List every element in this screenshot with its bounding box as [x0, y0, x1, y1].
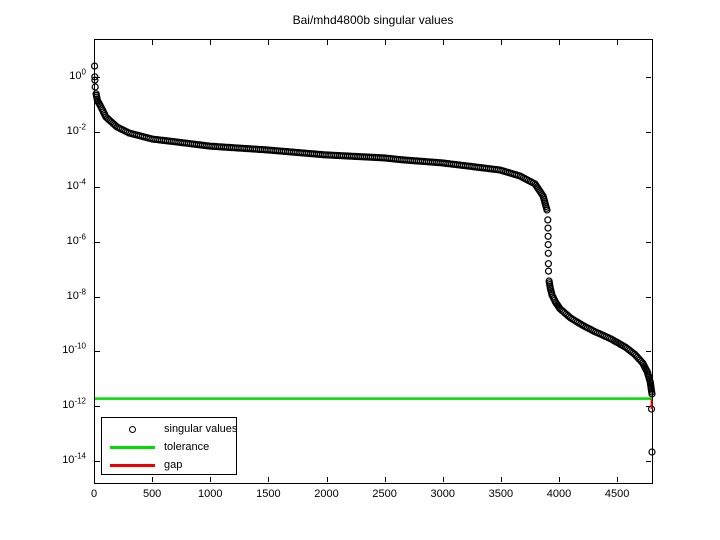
x-tick-label: 1000	[198, 488, 223, 500]
legend-glyph-cell	[107, 425, 158, 433]
legend-label-tolerance: tolerance	[164, 441, 210, 453]
x-tick-label: 3000	[430, 488, 455, 500]
legend-label-singular-values: singular values	[164, 423, 238, 435]
x-tick-label: 1500	[256, 488, 281, 500]
y-tick-label: 10-12	[62, 396, 86, 412]
chart-title: Bai/mhd4800b singular values	[292, 13, 454, 27]
legend-glyph-cell	[107, 445, 158, 449]
y-tick-label: 10-14	[62, 451, 86, 467]
legend-item-tolerance: tolerance	[102, 438, 236, 456]
legend: singular values tolerance gap	[101, 417, 237, 475]
tolerance-line-icon	[110, 445, 155, 449]
y-tick-label: 10-2	[66, 122, 86, 138]
x-tick-label: 500	[142, 488, 162, 500]
x-tick-label: 4000	[546, 488, 572, 500]
legend-item-gap: gap	[102, 456, 236, 474]
legend-label-gap: gap	[164, 459, 183, 471]
gap-line-icon	[110, 463, 155, 467]
x-tick-label: 2500	[372, 488, 397, 500]
x-tick-label: 0	[90, 488, 98, 500]
x-tick-label: 4500	[604, 488, 630, 500]
legend-item-singular-values: singular values	[102, 420, 238, 438]
y-tick-label: 100	[69, 67, 86, 83]
x-tick-label: 3500	[488, 488, 514, 500]
y-tick-label: 10-10	[62, 341, 86, 357]
y-tick-label: 10-6	[66, 232, 86, 247]
legend-glyph-cell	[107, 463, 158, 467]
y-tick-label: 10-4	[66, 177, 86, 192]
y-tick-label: 10-8	[66, 286, 86, 302]
x-tick-label: 2000	[314, 488, 339, 500]
singular-values-marker-icon	[129, 425, 136, 433]
